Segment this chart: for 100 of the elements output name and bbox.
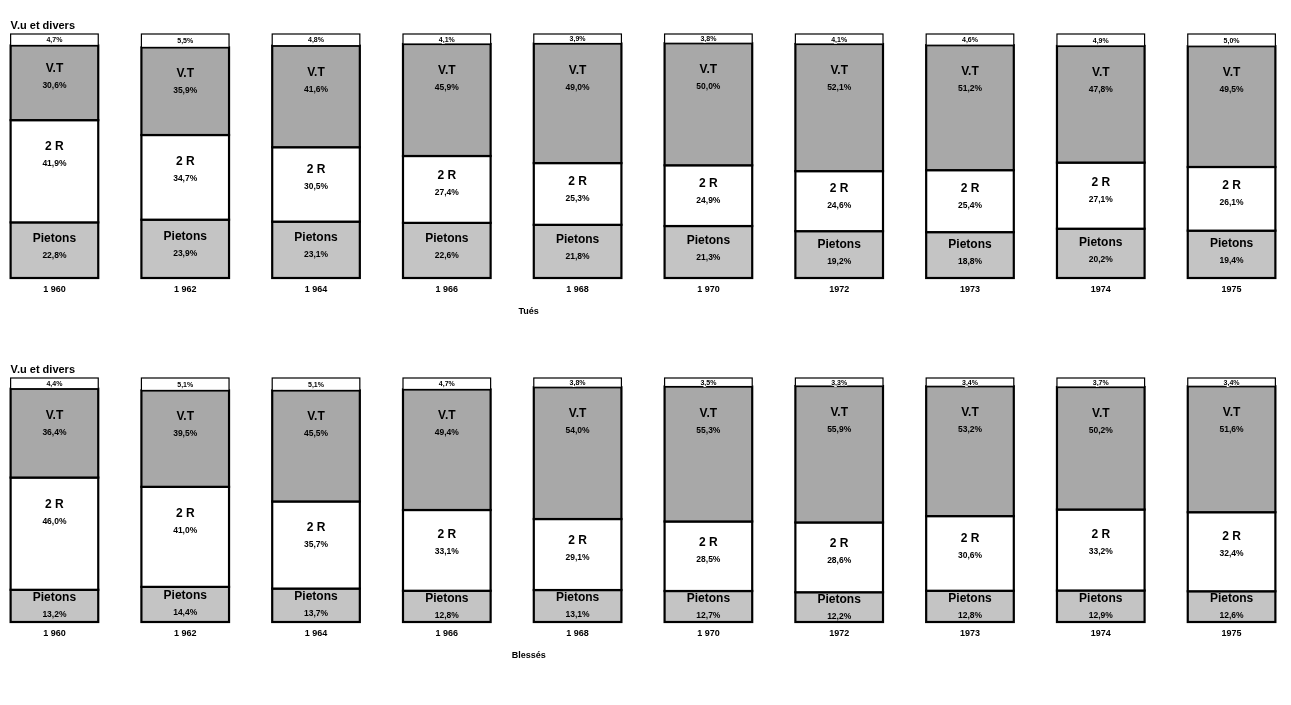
data-label: 22,6% — [434, 250, 460, 261]
data-label: 29,1% — [565, 551, 591, 562]
x-tick-label: 1 964 — [304, 284, 328, 294]
data-label: 18,8% — [957, 256, 983, 267]
data-label: 21,3% — [696, 252, 721, 263]
text: 2 R — [568, 173, 587, 188]
text: Pietons — [817, 236, 861, 251]
data-label: 24,9% — [696, 194, 721, 205]
x-tick-label: 1975 — [1221, 628, 1242, 638]
x-tick-label: 1974 — [1090, 284, 1111, 294]
text: 2 R — [829, 535, 849, 550]
text: V.T — [307, 64, 325, 79]
text: Pietons — [425, 590, 469, 605]
data-label: 22,8% — [42, 249, 67, 260]
x-tick-label: 1 962 — [173, 284, 197, 294]
x-tick-label: 1 966 — [435, 628, 459, 638]
x-tick-label: 1975 — [1221, 284, 1242, 294]
text: 2 R — [568, 532, 587, 547]
text: V.T — [438, 63, 456, 77]
text: Pietons — [294, 589, 338, 604]
x-axis-title: Tués — [518, 306, 539, 316]
text: Pietons — [948, 590, 992, 605]
data-label: 21,8% — [565, 251, 591, 262]
data-label: 50,0% — [696, 81, 721, 92]
data-label: 12,6% — [1219, 610, 1245, 621]
text: 2 R — [437, 527, 457, 542]
x-tick-label: 1 968 — [566, 628, 589, 638]
text: 2 R — [175, 505, 195, 520]
text: 2 R — [960, 180, 980, 195]
x-tick-label: 1 968 — [566, 284, 589, 294]
text: V.T — [568, 406, 587, 421]
text: Pietons — [32, 230, 77, 245]
text: V.T — [176, 409, 195, 424]
text: 2 R — [306, 162, 326, 177]
data-label: 30,6% — [957, 550, 983, 561]
data-label: 12,8% — [957, 609, 983, 620]
data-label: 35,9% — [173, 85, 198, 96]
data-label: 55,9% — [827, 424, 852, 435]
data-label: 51,2% — [957, 83, 983, 94]
text: 2 R — [1091, 174, 1111, 189]
data-label: 32,4% — [1219, 547, 1245, 558]
data-label: 34,7% — [173, 172, 198, 183]
data-label: 49,5% — [1219, 84, 1245, 95]
data-label: 13,7% — [303, 608, 329, 619]
data-label: 12,7% — [696, 609, 721, 620]
data-label: 51,6% — [1219, 424, 1245, 435]
x-tick-label: 1973 — [959, 284, 980, 294]
x-tick-label: 1972 — [829, 284, 850, 294]
text: V.T — [1091, 406, 1110, 421]
data-label: 27,4% — [434, 187, 460, 198]
data-label: 19,2% — [827, 255, 852, 266]
x-tick-label: 1972 — [829, 628, 850, 638]
data-label: 12,8% — [434, 609, 460, 620]
series-label: 2 R — [829, 181, 849, 196]
data-label: 23,9% — [173, 248, 198, 259]
series-label: V.u et divers — [10, 363, 76, 375]
data-label: 54,0% — [565, 425, 591, 436]
data-label: 55,3% — [696, 424, 721, 435]
data-label: 20,2% — [1088, 253, 1114, 264]
data-label: 46,0% — [42, 515, 67, 526]
text: V.T — [307, 409, 325, 424]
text: V.T — [1222, 405, 1241, 420]
text: 2 R — [960, 531, 980, 546]
text: Pietons — [817, 591, 861, 606]
data-label: 27,1% — [1088, 193, 1114, 204]
data-label: 53,2% — [957, 424, 983, 435]
x-tick-label: 1 960 — [43, 284, 66, 294]
text: 2 R — [45, 496, 64, 511]
text: Pietons — [163, 588, 207, 603]
text: V.T — [699, 405, 718, 420]
data-label: 25,3% — [565, 192, 591, 203]
text: 2 R — [306, 520, 326, 535]
text: Pietons — [1209, 591, 1254, 606]
text: Pietons — [1079, 234, 1123, 249]
data-label: 24,6% — [827, 200, 852, 211]
data-label: 33,1% — [434, 546, 460, 557]
x-tick-label: 1 964 — [304, 628, 328, 638]
data-label: 41,9% — [42, 158, 67, 169]
series-label: Pietons — [1079, 590, 1123, 605]
text: 2 R — [1222, 178, 1241, 193]
text: V.T — [830, 63, 848, 77]
data-label: 33,2% — [1088, 545, 1114, 556]
data-label: 30,6% — [42, 79, 67, 90]
text: Pietons — [163, 229, 207, 244]
data-label: 39,5% — [173, 428, 198, 439]
data-label: 47,8% — [1088, 83, 1114, 94]
data-label: 50,2% — [1088, 425, 1114, 436]
data-label: 28,6% — [827, 554, 852, 565]
data-label: 36,4% — [42, 426, 67, 437]
data-label: 25,4% — [957, 199, 983, 210]
text: V.T — [699, 62, 718, 77]
x-axis-title: Blessés — [511, 650, 546, 660]
series-label: V.T — [45, 407, 64, 422]
data-label: 49,4% — [434, 427, 460, 438]
text: 2 R — [1091, 526, 1111, 541]
text: 2 R — [1222, 528, 1241, 543]
text: V.T — [830, 405, 848, 420]
data-label: 41,6% — [303, 83, 329, 94]
text: V.T — [438, 408, 456, 423]
text: Pietons — [1209, 236, 1254, 251]
